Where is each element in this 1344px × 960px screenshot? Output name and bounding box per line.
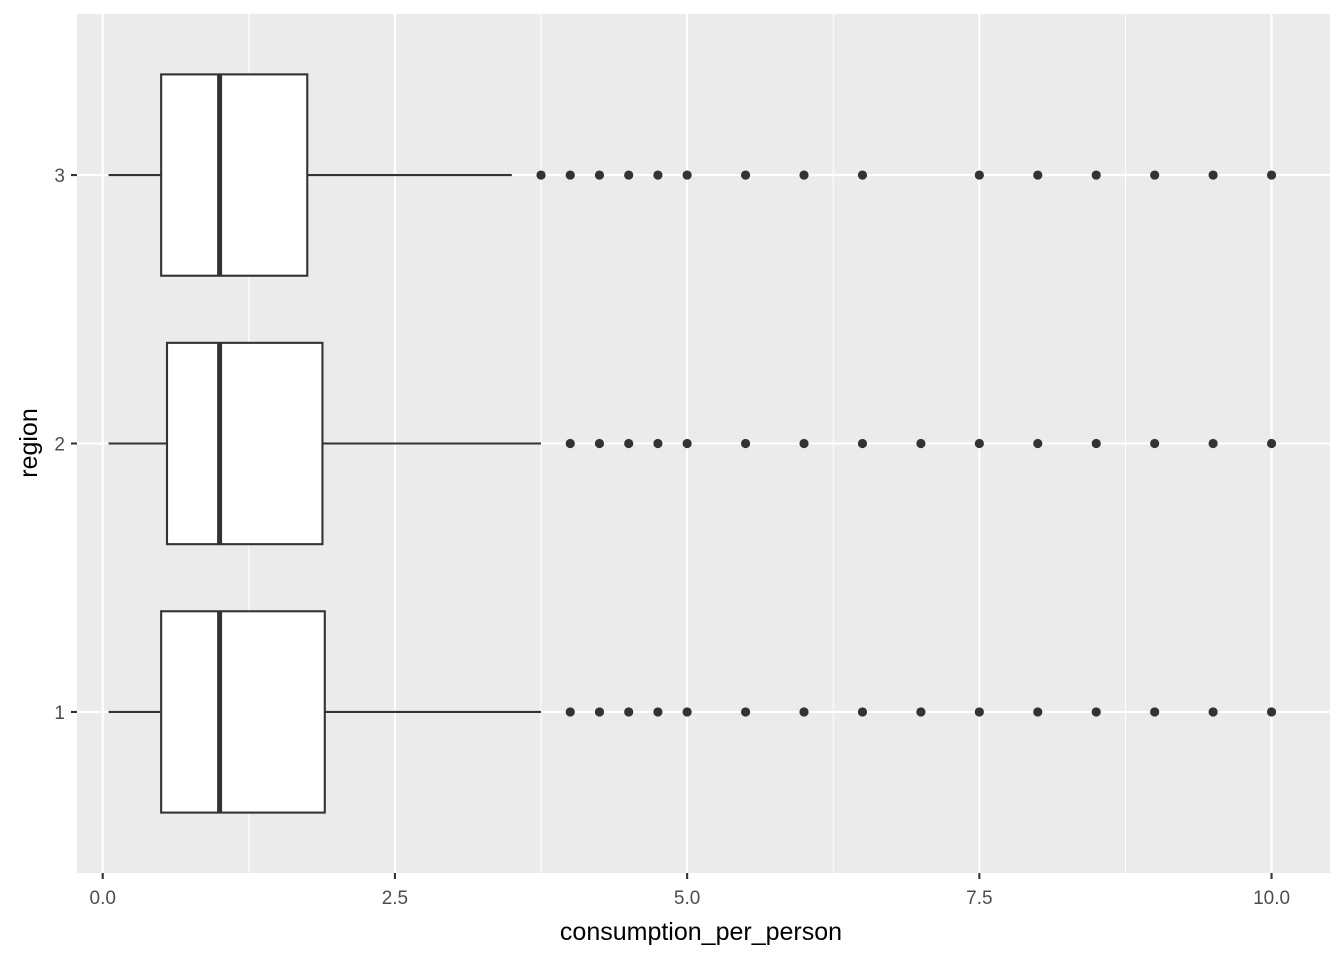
outlier-point <box>624 170 634 180</box>
outlier-point <box>857 170 868 180</box>
box-iqr <box>160 73 309 277</box>
x-axis-title: consumption_per_person <box>560 918 842 946</box>
outlier-point <box>799 170 809 180</box>
y-tick-label: 2 <box>54 435 65 456</box>
box-group-region-3 <box>108 73 512 277</box>
outlier-point <box>740 170 751 180</box>
outlier-point <box>653 438 663 449</box>
outlier-point <box>624 707 634 717</box>
outlier-point <box>1091 170 1101 180</box>
x-tick-label: 2.5 <box>382 888 408 909</box>
outlier-point <box>1266 438 1277 449</box>
outlier-point <box>1033 707 1043 717</box>
outlier-point <box>565 170 575 180</box>
box-group-region-2 <box>108 341 542 546</box>
outlier-point <box>740 438 751 449</box>
outlier-point <box>1150 438 1160 449</box>
box-group-region-1 <box>108 610 542 814</box>
outlier-point <box>594 707 605 717</box>
outlier-point <box>916 438 926 449</box>
outlier-point <box>1033 170 1043 180</box>
outlier-point <box>740 707 751 717</box>
y-tick-label: 3 <box>54 166 65 187</box>
outlier-point <box>857 438 868 449</box>
box-iqr <box>160 610 326 814</box>
outlier-point <box>536 170 546 180</box>
x-tick-label: 7.5 <box>966 888 992 909</box>
outlier-point <box>682 707 692 717</box>
outlier-point <box>1033 438 1043 449</box>
x-axis: 0.0 2.5 5.0 7.5 10.0 <box>90 873 1290 909</box>
outlier-point <box>799 438 809 449</box>
x-tick-label: 0.0 <box>90 888 116 909</box>
y-axis-title: region <box>15 408 43 478</box>
outlier-point <box>974 438 984 449</box>
outlier-point <box>1150 170 1160 180</box>
outlier-layer <box>536 170 1277 717</box>
outlier-point <box>624 438 634 449</box>
outlier-point <box>653 170 663 180</box>
outlier-point <box>1150 707 1160 717</box>
y-axis: 1 2 3 <box>54 166 77 724</box>
outlier-point <box>1266 170 1277 180</box>
outlier-point <box>1091 707 1101 717</box>
outlier-point <box>594 438 605 449</box>
outlier-point <box>1266 707 1277 717</box>
outlier-point <box>565 707 575 717</box>
outlier-point <box>1208 438 1218 449</box>
y-tick-label: 1 <box>54 703 65 724</box>
outlier-point <box>682 170 692 180</box>
outlier-point <box>1208 170 1218 180</box>
x-tick-label: 5.0 <box>674 888 700 909</box>
x-tick-label: 10.0 <box>1253 888 1290 909</box>
outlier-point <box>682 438 692 449</box>
box-iqr <box>165 341 324 546</box>
outlier-point <box>653 707 663 717</box>
outlier-point <box>916 707 926 717</box>
outlier-point <box>974 170 984 180</box>
outlier-point <box>1091 438 1101 449</box>
outlier-point <box>799 707 809 717</box>
box-layer <box>108 73 542 814</box>
outlier-point <box>565 438 575 449</box>
outlier-point <box>1208 707 1218 717</box>
outlier-point <box>594 170 605 180</box>
outlier-point <box>857 707 868 717</box>
outlier-point <box>974 707 984 717</box>
